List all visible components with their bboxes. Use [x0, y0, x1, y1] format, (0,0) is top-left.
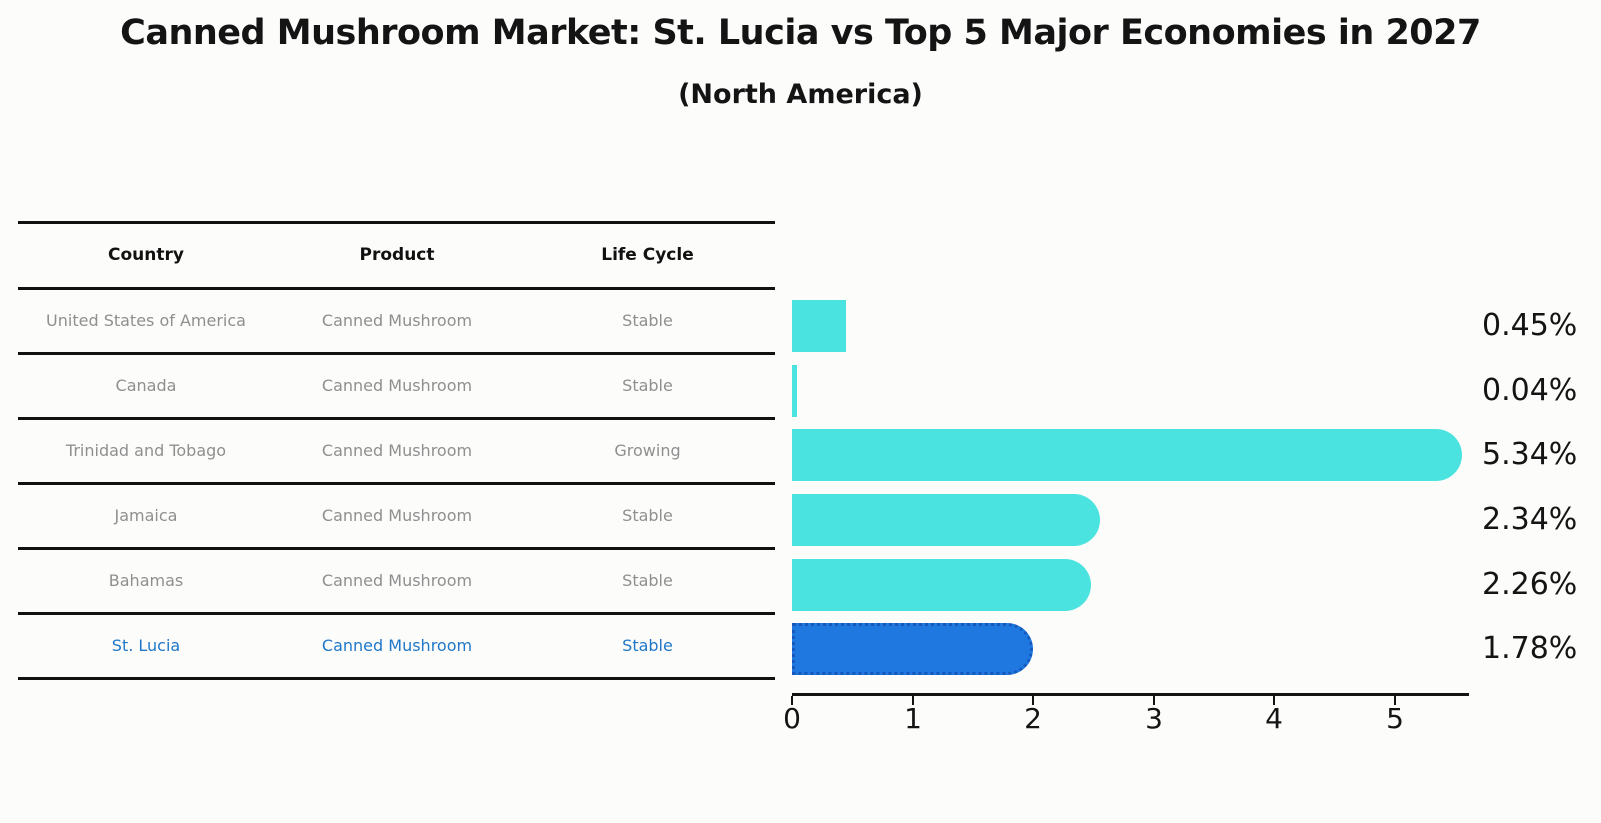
table-cell-country: Bahamas	[108, 571, 184, 590]
bar-bahamas	[792, 559, 1091, 611]
table-cell-country: St. Lucia	[111, 636, 181, 655]
table-cell-product: Canned Mushroom	[321, 311, 473, 330]
bar-st-lucia	[792, 623, 1033, 675]
x-axis-tick-label: 0	[783, 702, 801, 735]
table-row: United States of America Canned Mushroom S…	[18, 288, 775, 353]
chart-title: Canned Mushroom Market: St. Lucia vs Top…	[120, 13, 1481, 53]
table-cell-life-cycle: Growing	[614, 441, 681, 460]
bar-united-states-of-america	[792, 300, 846, 352]
value-label-bahamas: 2.26%	[1482, 567, 1578, 602]
table-rule	[18, 612, 775, 615]
x-axis-tick-label: 2	[1024, 702, 1042, 735]
table-rule	[18, 287, 775, 290]
x-axis-tick	[1032, 696, 1034, 705]
table-cell-life-cycle: Stable	[622, 376, 673, 395]
table-cell-country: United States of America	[46, 311, 246, 330]
table-rule	[18, 352, 775, 355]
value-label-trinidad-and-tobago: 5.34%	[1482, 437, 1578, 472]
table-cell-life-cycle: Stable	[622, 311, 673, 330]
table-header-cell: Life Cycle	[601, 245, 694, 265]
table-cell-life-cycle: Stable	[622, 506, 673, 525]
table-rule	[18, 221, 775, 224]
x-axis-tick-label: 5	[1386, 702, 1404, 735]
value-label-st-lucia: 1.78%	[1482, 631, 1578, 666]
table-rule	[18, 547, 775, 550]
bar-jamaica	[792, 494, 1100, 546]
table-cell-country: Jamaica	[114, 506, 178, 525]
table-header-row: Country Product Life Cycle	[18, 222, 775, 288]
x-axis-tick	[1153, 696, 1155, 705]
table-rule	[18, 417, 775, 420]
x-axis-tick	[1394, 696, 1396, 705]
value-label-canada: 0.04%	[1482, 373, 1578, 408]
table-row: Canada Canned Mushroom Stable	[18, 353, 775, 418]
table-row: Bahamas Canned Mushroom Stable	[18, 548, 775, 613]
table-row: Jamaica Canned Mushroom Stable	[18, 483, 775, 548]
table-cell-life-cycle: Stable	[622, 636, 673, 655]
table-header-cell: Country	[108, 245, 184, 265]
x-axis-tick-label: 1	[904, 702, 922, 735]
table-cell-product: Canned Mushroom	[321, 571, 473, 590]
table-cell-product: Canned Mushroom	[321, 636, 473, 655]
table-cell-product: Canned Mushroom	[321, 441, 473, 460]
x-axis-tick	[1273, 696, 1275, 705]
value-label-jamaica: 2.34%	[1482, 502, 1578, 537]
table-cell-life-cycle: Stable	[622, 571, 673, 590]
x-axis-line	[792, 693, 1469, 696]
table-cell-country: Canada	[115, 376, 177, 395]
bar-canada	[792, 365, 797, 417]
table-cell-product: Canned Mushroom	[321, 506, 473, 525]
table-row: Trinidad and Tobago Canned Mushroom Growin…	[18, 418, 775, 483]
table-cell-country: Trinidad and Tobago	[65, 441, 227, 460]
x-axis-tick-label: 3	[1145, 702, 1163, 735]
table-cell-product: Canned Mushroom	[321, 376, 473, 395]
x-axis-tick-label: 4	[1265, 702, 1283, 735]
table-rule	[18, 677, 775, 680]
table-row: St. Lucia Canned Mushroom Stable	[18, 613, 775, 678]
x-axis-tick	[791, 696, 793, 705]
x-axis-tick	[912, 696, 914, 705]
bar-trinidad-and-tobago	[792, 429, 1462, 481]
table-header-cell: Product	[359, 245, 435, 265]
value-label-united-states-of-america: 0.45%	[1482, 308, 1578, 343]
chart-subtitle: (North America)	[678, 79, 923, 110]
table-rule	[18, 482, 775, 485]
